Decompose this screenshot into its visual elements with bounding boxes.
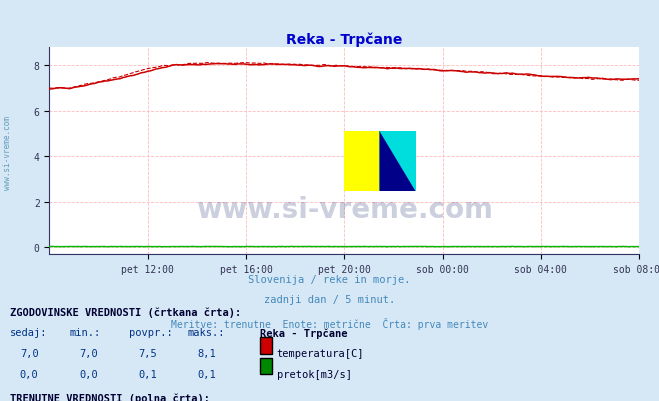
Text: povpr.:: povpr.: bbox=[129, 328, 172, 338]
Text: 7,5: 7,5 bbox=[138, 348, 157, 358]
Text: www.si-vreme.com: www.si-vreme.com bbox=[196, 195, 493, 223]
Text: ZGODOVINSKE VREDNOSTI (črtkana črta):: ZGODOVINSKE VREDNOSTI (črtkana črta): bbox=[10, 307, 241, 317]
Text: zadnji dan / 5 minut.: zadnji dan / 5 minut. bbox=[264, 295, 395, 305]
Polygon shape bbox=[380, 131, 416, 191]
Polygon shape bbox=[380, 131, 416, 191]
Text: TRENUTNE VREDNOSTI (polna črta):: TRENUTNE VREDNOSTI (polna črta): bbox=[10, 392, 210, 401]
Text: Slovenija / reke in morje.: Slovenija / reke in morje. bbox=[248, 275, 411, 285]
Polygon shape bbox=[380, 131, 416, 191]
Text: 8,1: 8,1 bbox=[198, 348, 216, 358]
Text: 7,0: 7,0 bbox=[20, 348, 38, 358]
Polygon shape bbox=[380, 131, 416, 191]
Text: min.:: min.: bbox=[69, 328, 100, 338]
Text: 7,0: 7,0 bbox=[79, 348, 98, 358]
Text: pretok[m3/s]: pretok[m3/s] bbox=[277, 369, 352, 379]
Text: maks.:: maks.: bbox=[188, 328, 225, 338]
Text: Reka - Trpčane: Reka - Trpčane bbox=[260, 328, 348, 338]
Text: 0,1: 0,1 bbox=[138, 369, 157, 379]
Title: Reka - Trpčane: Reka - Trpčane bbox=[286, 32, 403, 47]
Text: sedaj:: sedaj: bbox=[10, 328, 47, 338]
Text: 0,0: 0,0 bbox=[79, 369, 98, 379]
Text: 0,1: 0,1 bbox=[198, 369, 216, 379]
Text: temperatura[C]: temperatura[C] bbox=[277, 348, 364, 358]
Bar bbox=[344, 131, 380, 191]
Text: www.si-vreme.com: www.si-vreme.com bbox=[3, 115, 13, 189]
Text: Meritve: trenutne  Enote: metrične  Črta: prva meritev: Meritve: trenutne Enote: metrične Črta: … bbox=[171, 317, 488, 329]
Text: 0,0: 0,0 bbox=[20, 369, 38, 379]
